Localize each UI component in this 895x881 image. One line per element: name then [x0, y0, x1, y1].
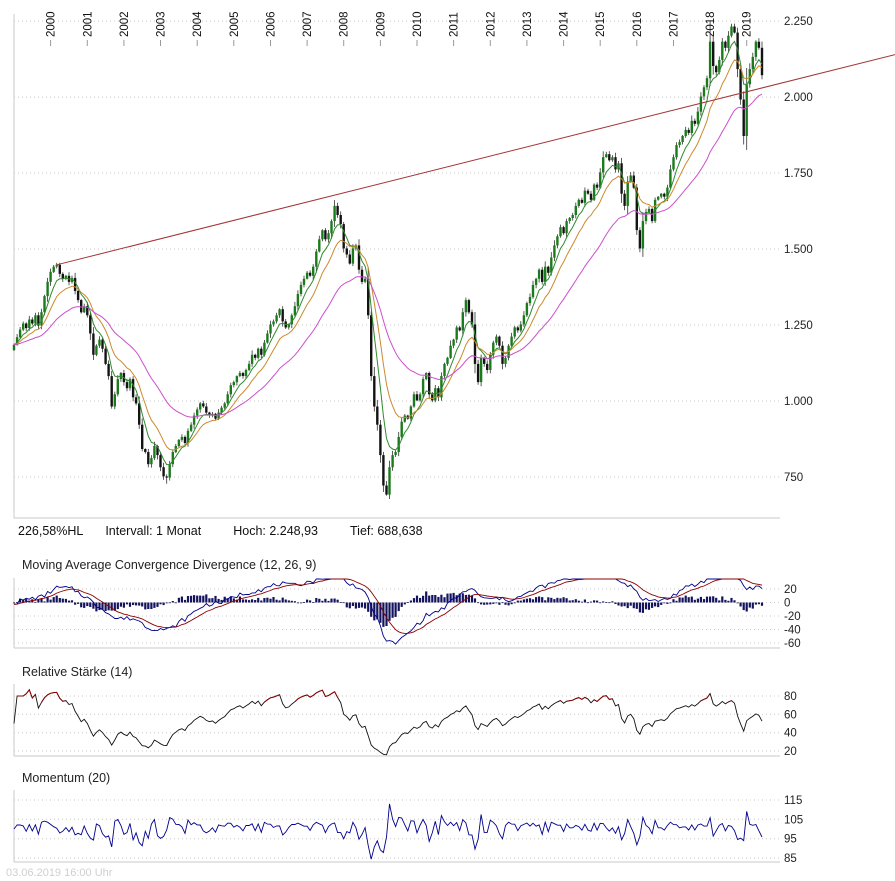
timestamp-watermark: 03.06.2019 16:00 Uhr — [6, 867, 113, 879]
svg-text:2012: 2012 — [485, 11, 497, 37]
svg-text:95: 95 — [784, 834, 797, 846]
svg-text:2019: 2019 — [742, 11, 754, 37]
svg-text:20: 20 — [784, 584, 797, 596]
svg-text:1.250: 1.250 — [784, 320, 813, 332]
stat-range-percent: 226,58%HL — [18, 524, 84, 538]
macd-chart: 20 0-20 -40-60 — [12, 578, 801, 650]
svg-text:2011: 2011 — [449, 12, 461, 37]
svg-text:80: 80 — [784, 691, 797, 703]
svg-text:2013: 2013 — [522, 11, 534, 37]
svg-text:750: 750 — [784, 472, 803, 484]
svg-text:105: 105 — [784, 814, 803, 826]
momentum-chart: 115 105 95 85 — [13, 790, 803, 865]
svg-text:2.250: 2.250 — [784, 16, 813, 28]
stat-interval: Intervall: 1 Monat — [105, 524, 202, 538]
svg-text:2010: 2010 — [412, 11, 424, 37]
svg-text:1.500: 1.500 — [784, 244, 813, 256]
stat-high: Hoch: 2.248,93 — [233, 524, 319, 538]
svg-text:2003: 2003 — [156, 11, 168, 37]
svg-text:2009: 2009 — [375, 11, 387, 37]
svg-text:2005: 2005 — [229, 11, 241, 37]
svg-text:2000: 2000 — [46, 11, 58, 37]
svg-text:-60: -60 — [784, 638, 801, 650]
svg-text:20: 20 — [784, 746, 797, 758]
svg-text:2018: 2018 — [705, 11, 717, 37]
main-price-chart: 2.250 2.000 1.750 1.500 1.250 1.000 750 2000 200… — [12, 11, 895, 519]
stat-low: Tief: 688,638 — [350, 524, 423, 538]
svg-text:-20: -20 — [784, 611, 801, 623]
chart-stats-bar: 226,58%HL Intervall: 1 Monat Hoch: 2.248… — [18, 524, 423, 538]
macd-title: Moving Average Convergence Divergence (1… — [22, 558, 317, 572]
svg-text:1.750: 1.750 — [784, 168, 813, 180]
svg-text:2.000: 2.000 — [784, 92, 813, 104]
svg-text:2015: 2015 — [595, 11, 607, 37]
svg-text:2001: 2001 — [82, 11, 94, 37]
rsi-title: Relative Stärke (14) — [22, 665, 133, 679]
svg-text:85: 85 — [784, 853, 797, 865]
svg-text:2004: 2004 — [192, 11, 204, 37]
svg-text:2007: 2007 — [302, 11, 314, 37]
svg-text:60: 60 — [784, 709, 797, 721]
svg-text:115: 115 — [784, 795, 802, 807]
svg-text:1.000: 1.000 — [784, 396, 813, 408]
svg-text:2008: 2008 — [339, 11, 351, 37]
svg-text:2016: 2016 — [632, 11, 644, 37]
svg-text:2002: 2002 — [119, 11, 131, 37]
rsi-chart: 80 60 40 20 — [13, 684, 797, 758]
svg-text:0: 0 — [784, 598, 790, 610]
svg-text:2006: 2006 — [266, 11, 278, 37]
svg-text:-40: -40 — [784, 625, 801, 637]
svg-text:2017: 2017 — [669, 11, 681, 37]
svg-text:40: 40 — [784, 728, 797, 740]
svg-text:2014: 2014 — [559, 11, 571, 37]
momentum-title: Momentum (20) — [22, 771, 111, 785]
